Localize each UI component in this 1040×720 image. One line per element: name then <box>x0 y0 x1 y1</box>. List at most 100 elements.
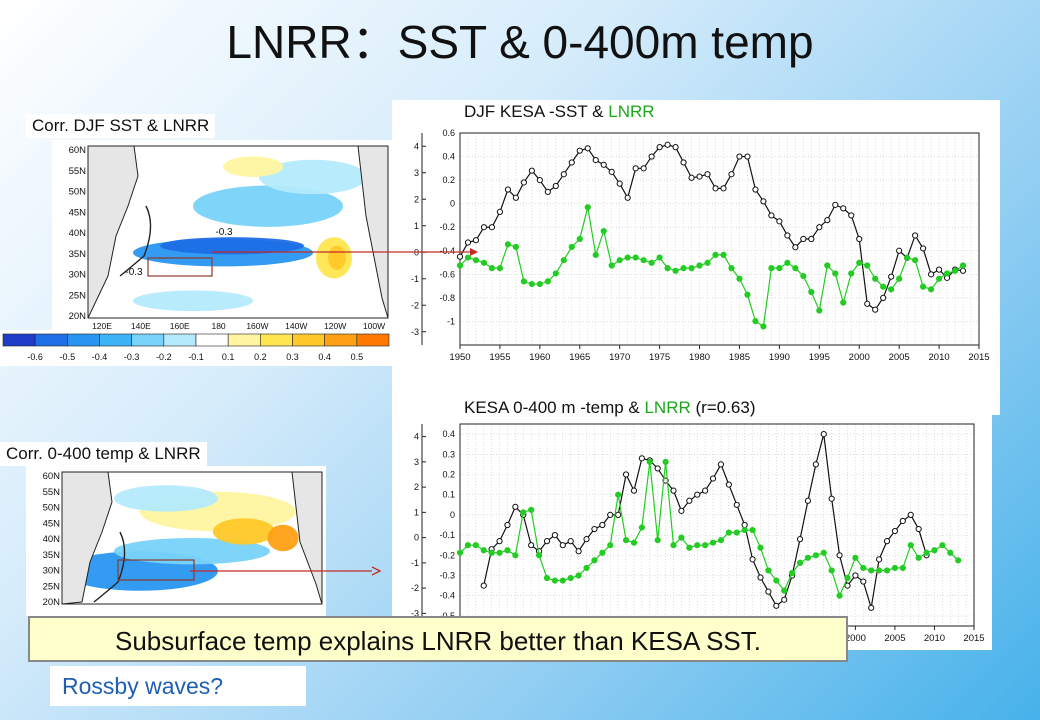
left-axis-tick-label: 2 <box>414 194 419 204</box>
sst-correlation-map: 60N 55N 50N 45N 40N 35N 30N 25N 20N 120E 140E 160E 1… <box>52 140 392 331</box>
data-point <box>512 503 519 510</box>
data-point <box>860 564 867 572</box>
correlation-patch <box>114 538 270 565</box>
latitude-tick-label: 45N <box>69 207 87 218</box>
data-point <box>844 582 851 589</box>
temp-timeseries-title-a: KESA 0-400 m -temp & <box>464 398 645 417</box>
x-tick-label: 1955 <box>489 352 510 363</box>
plot-frame <box>459 132 980 346</box>
latitude-tick-label: 25N <box>43 581 61 592</box>
data-point <box>600 227 607 235</box>
data-point <box>568 243 575 251</box>
data-point <box>824 217 831 224</box>
data-point <box>552 270 559 277</box>
data-point <box>696 262 703 269</box>
data-point <box>600 161 607 168</box>
data-point <box>638 524 645 531</box>
data-point <box>624 254 631 261</box>
rossby-question: Rossby waves? <box>50 666 306 706</box>
data-point <box>648 153 655 160</box>
x-tick-label: 1980 <box>689 352 710 363</box>
data-point <box>672 144 679 151</box>
data-point <box>688 265 695 272</box>
data-point <box>624 194 631 201</box>
latitude-tick-label: 40N <box>43 534 61 545</box>
data-point <box>912 232 919 239</box>
data-point <box>891 527 899 535</box>
data-point <box>607 511 614 519</box>
temp-timeseries-chart: 1950195519601965197019751980198519901995… <box>411 423 985 644</box>
right-axis-tick-label: -1 <box>447 316 455 326</box>
temp-correlation-map: 60N 55N 50N 45N 40N 35N 30N 25N 20N <box>26 466 326 616</box>
data-point <box>820 431 827 438</box>
x-tick-label: 2010 <box>929 352 950 363</box>
colorbar-swatch <box>195 333 229 347</box>
data-point <box>670 487 677 494</box>
data-point <box>646 458 653 465</box>
japan-coastline <box>119 205 152 277</box>
data-point <box>820 549 827 556</box>
data-point <box>488 224 496 231</box>
colorbar-tick-label: 0.3 <box>286 352 299 362</box>
data-point <box>551 532 558 539</box>
colorbar-swatch <box>34 333 68 347</box>
data-point <box>804 554 812 561</box>
data-point <box>559 542 566 549</box>
data-point <box>931 547 938 554</box>
correlation-patch <box>328 245 346 270</box>
data-point <box>776 218 783 225</box>
japan-coastline <box>93 531 126 603</box>
data-point <box>488 265 496 272</box>
data-point <box>864 262 871 269</box>
data-point <box>591 525 598 533</box>
x-tick-label: 2000 <box>849 352 870 363</box>
data-point <box>520 278 527 285</box>
data-point <box>860 578 867 585</box>
data-point <box>504 241 512 248</box>
data-point <box>733 529 740 536</box>
data-point <box>583 564 590 572</box>
left-axis-tick-label: -1 <box>411 274 419 284</box>
colorbar-tick-label: -0.2 <box>156 352 172 362</box>
left-axis-tick-label: -2 <box>411 583 419 593</box>
colorbar-swatch <box>2 333 36 347</box>
data-point <box>694 491 701 498</box>
colorbar-swatch <box>356 333 390 347</box>
data-point <box>717 537 725 544</box>
colorbar-swatch <box>260 333 293 347</box>
data-point <box>615 491 622 498</box>
sst-timeseries-panel: 1950 1955 1960 1965 1970 1975 1980 1985 1990 1995… <box>392 100 1000 415</box>
colorbar-tick-label: 0.1 <box>222 352 235 362</box>
data-point <box>496 538 503 545</box>
right-axis-tick-label: 0 <box>450 199 455 209</box>
data-point <box>638 455 645 462</box>
right-axis-tick-label: -0.3 <box>439 571 455 581</box>
colorbar-svg: -0.6 -0.5 -0.4 -0.3 -0.2 -0.1 0.1 0.2 0.3 0.4 0.5 <box>2 333 390 362</box>
data-point <box>464 254 472 261</box>
data-point <box>656 254 663 261</box>
conclusion-callout: Subsurface temp explains LNRR better tha… <box>28 616 848 662</box>
right-axis-tick-label: -0.1 <box>439 530 455 540</box>
left-axis-tick-label: 1 <box>414 221 419 231</box>
latitude-tick-label: 20N <box>43 597 61 608</box>
temp-timeseries-title-c: (r=0.63) <box>690 398 756 417</box>
data-point <box>741 526 748 534</box>
colorbar-tick-label: -0.4 <box>92 352 108 362</box>
data-point <box>688 174 695 181</box>
data-point <box>496 549 503 556</box>
asia-landmass <box>87 145 139 319</box>
data-point <box>796 559 804 566</box>
data-point <box>615 511 622 519</box>
data-point <box>888 286 895 293</box>
data-point <box>670 542 677 549</box>
data-point <box>584 204 591 211</box>
data-point <box>888 273 895 280</box>
data-point <box>504 186 512 193</box>
kesa-region-box <box>147 257 213 277</box>
x-tick-label: 1995 <box>809 352 830 363</box>
data-point <box>880 283 887 290</box>
data-point <box>959 267 967 274</box>
data-point <box>784 232 791 239</box>
data-point <box>543 538 551 545</box>
data-point <box>904 254 911 261</box>
